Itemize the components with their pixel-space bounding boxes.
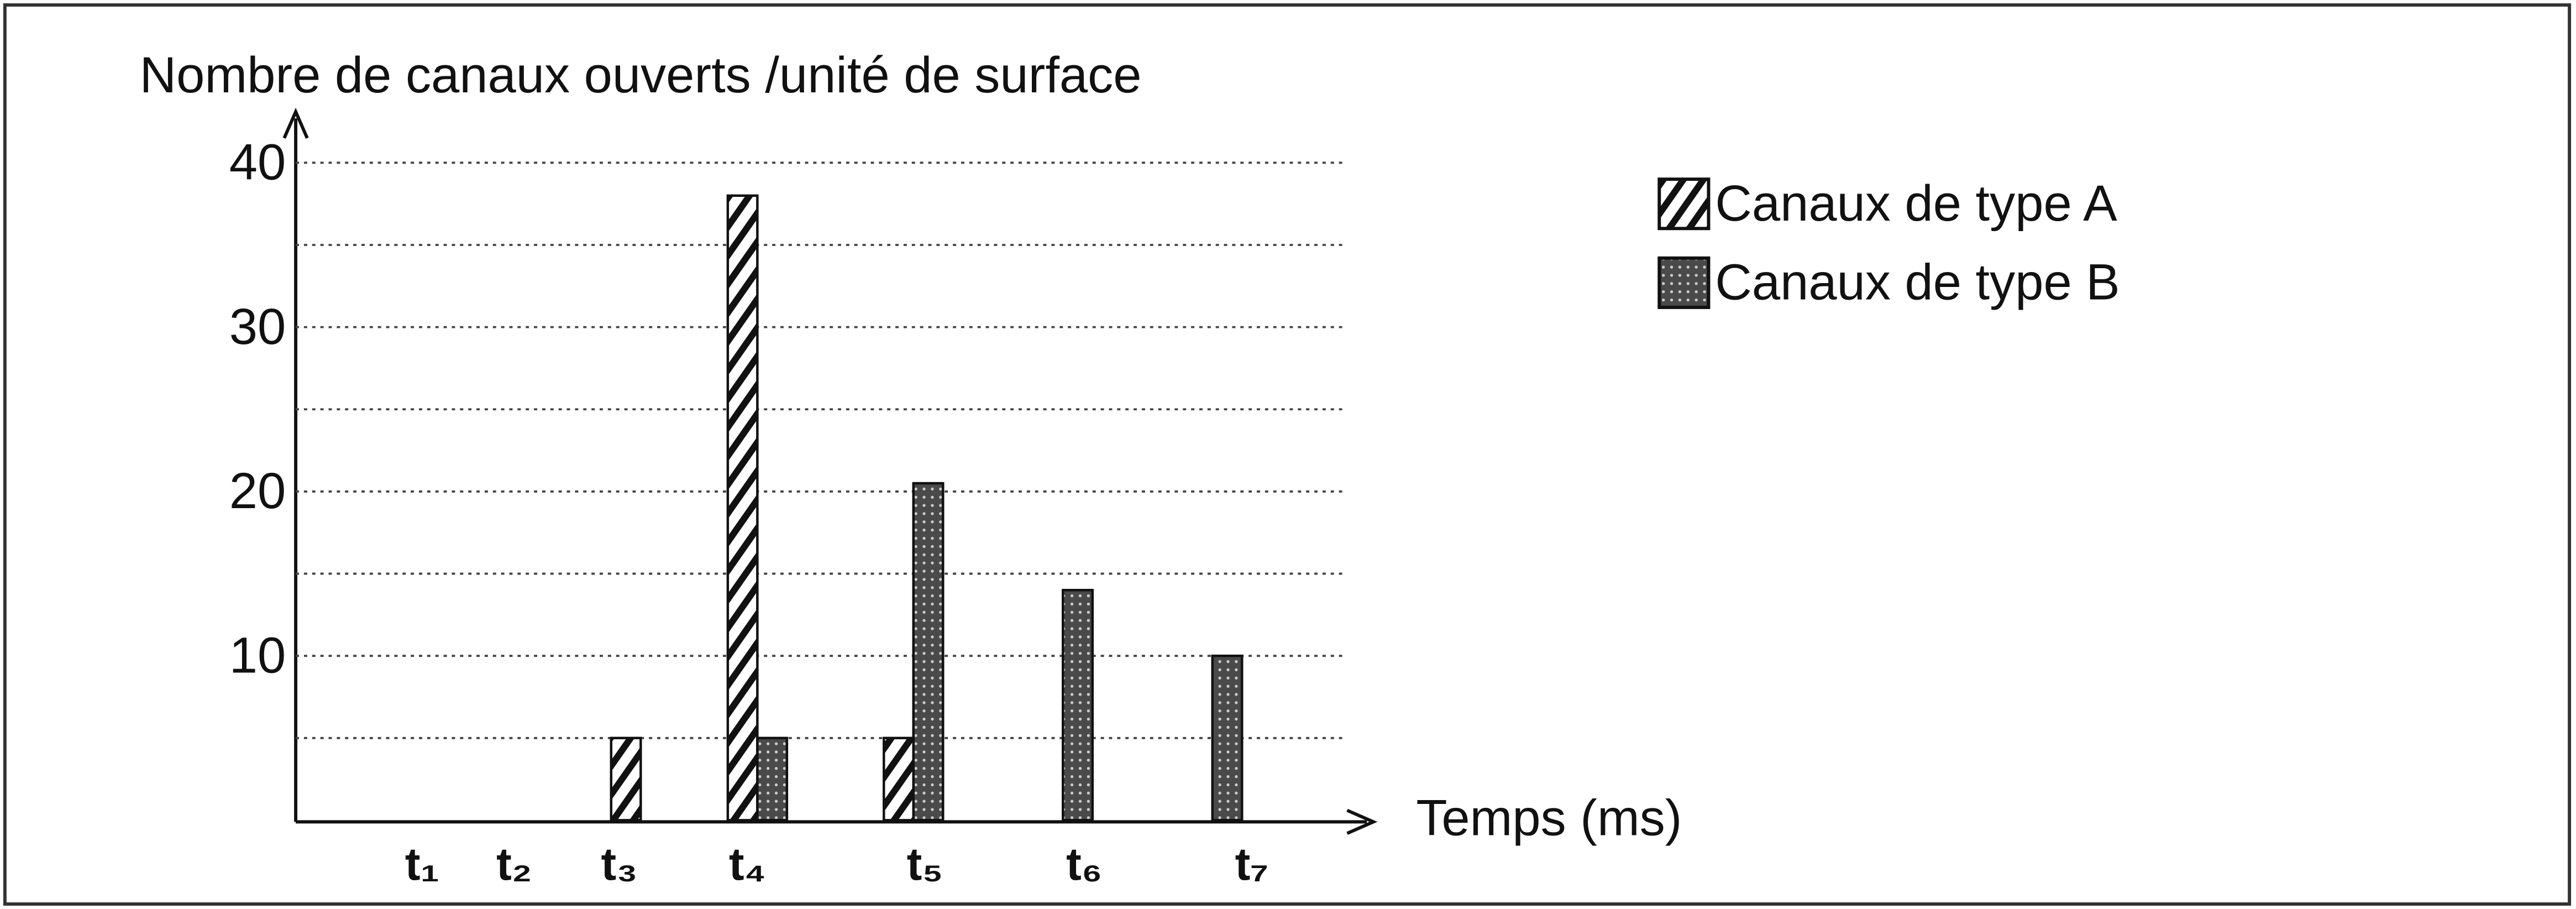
x-axis-label: Temps (ms) bbox=[1416, 790, 1682, 847]
y-tick-label: 20 bbox=[229, 462, 286, 519]
bar bbox=[912, 482, 945, 822]
x-tick-label: t₆ bbox=[1066, 839, 1103, 890]
bar bbox=[883, 736, 915, 822]
x-tick-label: t₂ bbox=[496, 839, 532, 890]
legend-swatch bbox=[1657, 177, 1711, 231]
y-tick-label: 10 bbox=[229, 626, 286, 683]
frame bbox=[3, 3, 2572, 906]
y-arrow bbox=[282, 107, 309, 139]
bar bbox=[1211, 654, 1244, 822]
bar bbox=[756, 736, 789, 822]
bar bbox=[1062, 589, 1094, 822]
legend-label: Canaux de type A bbox=[1715, 175, 2117, 232]
y-tick-label: 30 bbox=[229, 298, 286, 355]
x-arrow bbox=[1346, 808, 1378, 835]
chart-title: Nombre de canaux ouverts /unité de surfa… bbox=[140, 46, 1142, 103]
x-tick-label: t₅ bbox=[907, 839, 943, 890]
bar bbox=[726, 194, 759, 822]
y-tick-label: 40 bbox=[229, 134, 286, 191]
legend-swatch bbox=[1657, 256, 1711, 309]
x-tick-label: t₁ bbox=[405, 839, 439, 890]
x-tick-label: t₄ bbox=[729, 839, 766, 890]
legend-label: Canaux de type B bbox=[1715, 254, 2119, 311]
bar bbox=[610, 736, 642, 822]
x-tick-label: t₃ bbox=[601, 839, 638, 890]
x-tick-label: t₇ bbox=[1235, 839, 1269, 890]
